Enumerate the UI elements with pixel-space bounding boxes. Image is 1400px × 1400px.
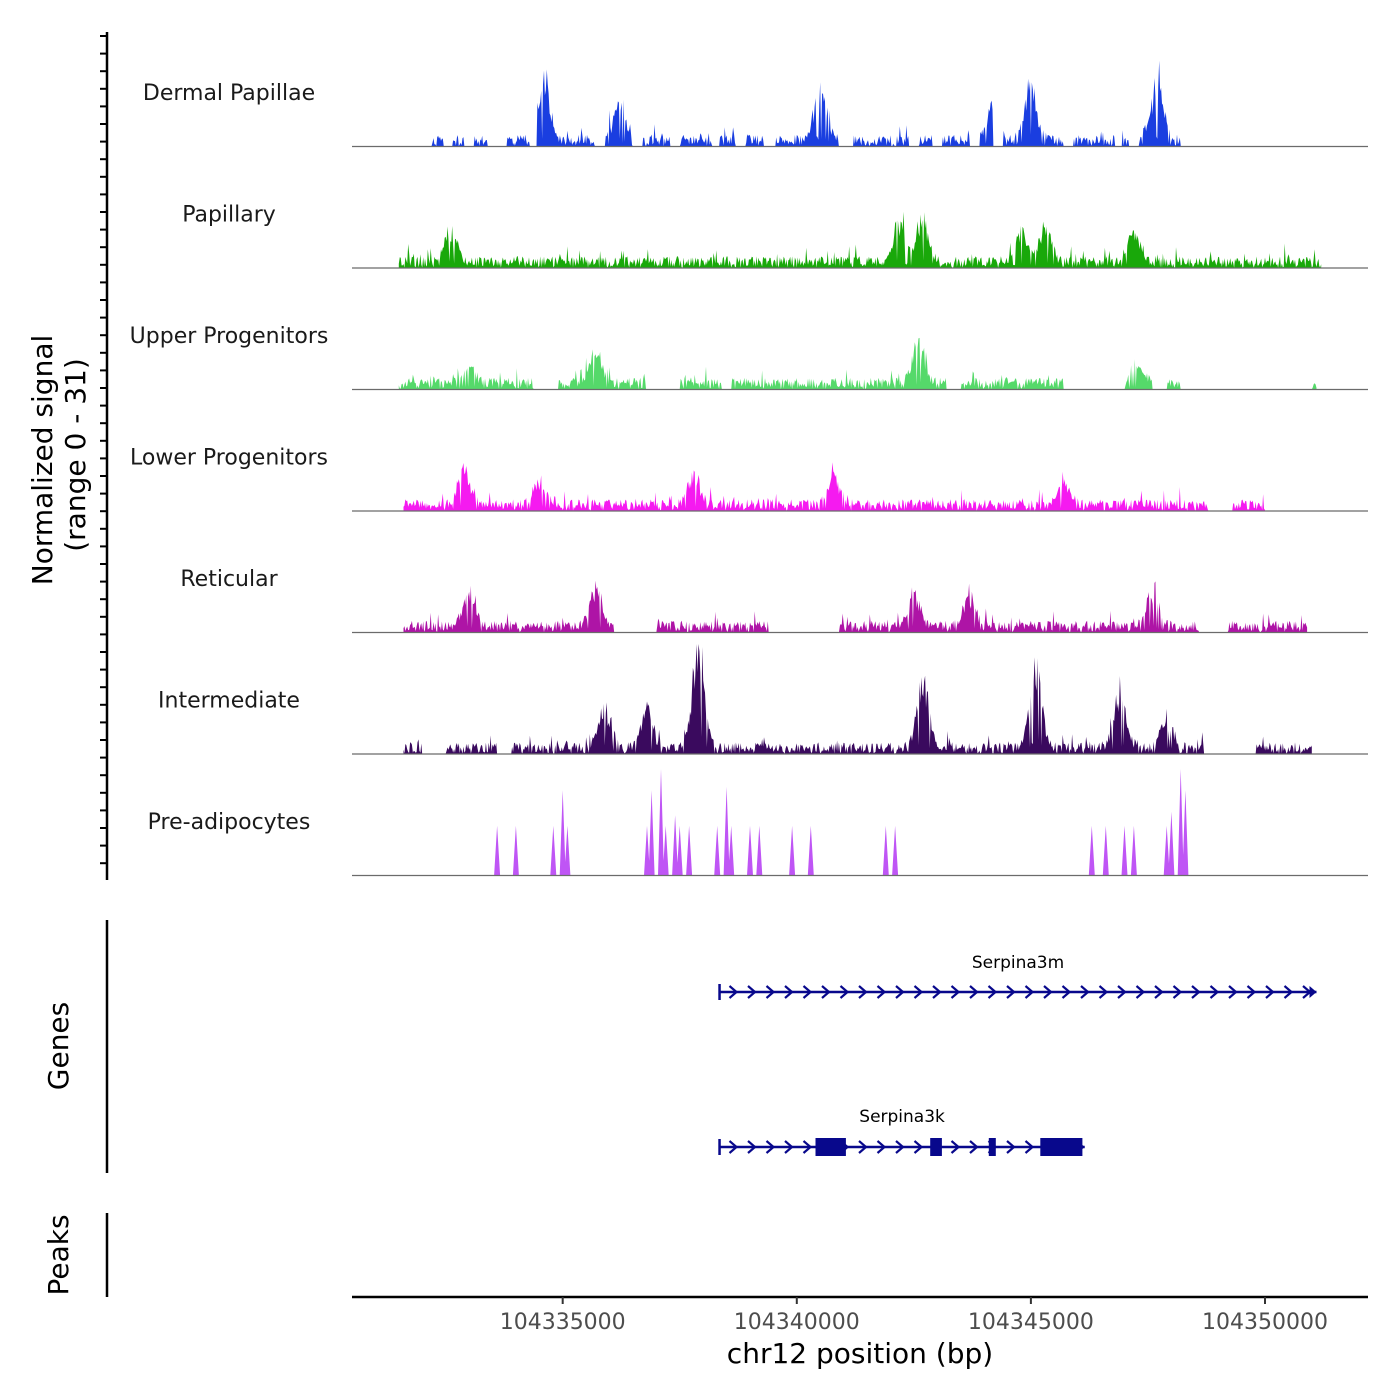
strand-arrow <box>1209 985 1220 999</box>
strand-arrow <box>1191 985 1201 999</box>
strand-arrow <box>784 985 794 999</box>
y-axis-title: Normalized signal <box>26 335 59 586</box>
strand-arrow <box>1043 985 1053 999</box>
track-label-pre-adipocytes: Pre-adipocytes <box>148 810 311 835</box>
track-signal-lower-progenitors <box>403 462 1265 511</box>
track-signal-papillary <box>398 211 1322 268</box>
track-signal-dermal-papillae <box>431 60 1181 147</box>
x-axis-title: chr12 position (bp) <box>727 1337 993 1370</box>
track-label-papillary: Papillary <box>182 203 276 228</box>
strand-arrow <box>950 985 961 999</box>
x-tick-label: 104340000 <box>734 1310 860 1335</box>
strand-arrow <box>1154 985 1164 999</box>
strand-arrow <box>765 985 776 999</box>
strand-arrow <box>839 985 850 999</box>
x-tick-label: 104335000 <box>500 1310 626 1335</box>
strand-arrow <box>1117 985 1127 999</box>
strand-arrow <box>895 985 905 999</box>
strand-arrow <box>1228 985 1238 999</box>
track-label-reticular: Reticular <box>180 567 278 592</box>
track-signal-reticular <box>403 580 1308 633</box>
track-intermediate: Intermediate <box>158 644 1368 755</box>
strand-arrow <box>876 1140 887 1154</box>
y-axis-title-range: (range 0 - 31) <box>59 358 92 552</box>
x-tick-label: 104350000 <box>1202 1310 1328 1335</box>
exon-block <box>815 1138 846 1156</box>
strand-arrow <box>969 985 979 999</box>
gene-label-serpina3m: Serpina3m <box>972 953 1064 973</box>
track-dermal-papillae: Dermal Papillae <box>143 60 1368 148</box>
strand-arrow <box>895 1140 905 1154</box>
strand-arrow <box>932 985 942 999</box>
strand-arrow <box>969 1140 979 1154</box>
gene-annotations: Serpina3m Serpina3k <box>718 953 1317 1156</box>
track-label-lower-progenitors: Lower Progenitors <box>130 446 328 471</box>
strand-arrow <box>1283 985 1294 999</box>
strand-arrow <box>987 985 998 999</box>
exon-block <box>930 1138 942 1156</box>
x-axis-ticks: 104335000 104340000 104345000 104350000 <box>500 1297 1328 1335</box>
strand-arrow <box>1135 985 1146 999</box>
track-upper-progenitors: Upper Progenitors <box>130 324 1368 391</box>
strand-arrow <box>950 1140 961 1154</box>
track-label-intermediate: Intermediate <box>158 689 300 714</box>
strand-arrow <box>858 1140 868 1154</box>
strand-arrow <box>1024 985 1035 999</box>
strand-arrow <box>1006 1140 1016 1154</box>
track-label-upper-progenitors: Upper Progenitors <box>130 324 329 349</box>
strand-arrow <box>765 1140 776 1154</box>
strand-arrow <box>821 985 831 999</box>
gene-serpina3k: Serpina3k <box>718 1107 1085 1156</box>
strand-arrow <box>747 1140 757 1154</box>
gene-end-arrow <box>1309 986 1317 998</box>
strand-arrow <box>1024 1140 1035 1154</box>
track-label-dermal-papillae: Dermal Papillae <box>143 81 315 106</box>
track-reticular: Reticular <box>180 567 1368 634</box>
gene-label-serpina3k: Serpina3k <box>859 1107 945 1127</box>
strand-arrow <box>1172 985 1183 999</box>
peaks-panel-label: Peaks <box>42 1214 75 1295</box>
strand-arrow <box>1265 985 1275 999</box>
strand-arrow <box>728 985 739 999</box>
track-signal-pre-adipocytes <box>494 769 1189 876</box>
track-lower-progenitors: Lower Progenitors <box>130 446 1368 512</box>
exon-block <box>1040 1138 1083 1156</box>
strand-arrow <box>1246 985 1257 999</box>
strand-arrow <box>802 985 813 999</box>
strand-arrow <box>784 1140 794 1154</box>
strand-arrow <box>913 985 924 999</box>
x-tick-label: 104345000 <box>968 1310 1094 1335</box>
track-signal-intermediate <box>403 644 1312 754</box>
track-pre-adipocytes: Pre-adipocytes <box>148 769 1368 877</box>
track-papillary: Papillary <box>182 203 1368 269</box>
genes-panel-label: Genes <box>42 1002 75 1090</box>
strand-arrow <box>1006 985 1016 999</box>
strand-arrow <box>1098 985 1109 999</box>
coverage-tracks: Dermal Papillae Papillary Upper Progenitor… <box>130 60 1368 877</box>
exon-block <box>988 1138 996 1156</box>
coverage-y-axis-ticks <box>100 35 107 865</box>
strand-arrow <box>747 985 757 999</box>
gene-serpina3m: Serpina3m <box>718 953 1317 1000</box>
strand-arrow <box>858 985 868 999</box>
strand-arrow <box>1061 985 1072 999</box>
strand-arrow <box>802 1140 813 1154</box>
track-signal-upper-progenitors <box>398 337 1317 390</box>
strand-arrow <box>728 1140 739 1154</box>
strand-arrow <box>1080 985 1090 999</box>
strand-arrow <box>876 985 887 999</box>
strand-arrow <box>913 1140 924 1154</box>
